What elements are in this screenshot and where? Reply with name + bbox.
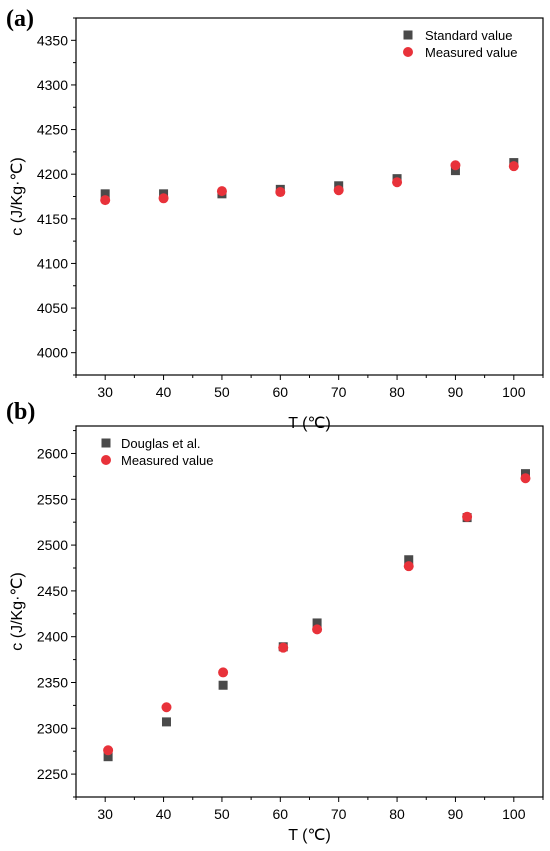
- y-tick-label: 4200: [37, 166, 68, 182]
- series-2: [103, 473, 531, 756]
- data-point-circle: [403, 561, 414, 572]
- x-tick-label: 80: [389, 806, 405, 822]
- x-tick-label: 90: [448, 384, 464, 400]
- chart-panel-a: (a)30 40 50 60 70 80 90 10040004050410041504200…: [6, 6, 544, 432]
- y-tick-label: 4300: [37, 77, 68, 93]
- data-point-circle: [216, 186, 227, 197]
- panel-label: (a): [6, 6, 34, 32]
- data-point-circle: [278, 642, 289, 653]
- plot-frame: [75, 17, 544, 376]
- data-point-circle: [100, 195, 111, 206]
- legend-label: Measured value: [425, 45, 518, 60]
- plot-frame: [75, 425, 544, 798]
- data-point-circle: [161, 702, 172, 713]
- legend-marker-circle: [403, 47, 413, 57]
- data-point-square: [161, 717, 171, 727]
- y-axis-label: c (J/Kg·℃): [9, 572, 26, 650]
- x-tick-label: 30: [97, 806, 113, 822]
- data-point-circle: [218, 667, 229, 678]
- x-tick-label: 100: [502, 806, 526, 822]
- y-tick-label: 2550: [37, 491, 68, 507]
- y-tick-label: 4000: [37, 345, 68, 361]
- y-tick-label: 2500: [37, 537, 68, 553]
- x-axis-label: T (℃): [288, 827, 331, 844]
- y-tick-label: 4250: [37, 122, 68, 138]
- x-tick-label: 40: [156, 806, 172, 822]
- x-tick-label: 100: [502, 384, 526, 400]
- x-tick-label: 50: [214, 806, 230, 822]
- y-tick-label: 4050: [37, 300, 68, 316]
- data-point-circle: [520, 473, 531, 484]
- data-point-circle: [312, 624, 323, 635]
- data-point-circle: [158, 193, 169, 204]
- legend: Standard value Measured value: [403, 28, 518, 60]
- data-point-square: [404, 555, 414, 565]
- data-point-circle: [462, 511, 473, 522]
- y-tick-label: 2400: [37, 629, 68, 645]
- legend: Douglas et al. Measured value: [101, 436, 214, 468]
- data-point-circle: [103, 745, 114, 756]
- x-tick-label: 80: [389, 384, 405, 400]
- data-point-square: [450, 166, 460, 176]
- y-tick-label: 2600: [37, 445, 68, 461]
- data-point-square: [100, 189, 110, 199]
- data-point-circle: [508, 161, 519, 172]
- x-tick-label: 70: [331, 806, 347, 822]
- x-tick-label: 90: [448, 806, 464, 822]
- y-tick-label: 4350: [37, 32, 68, 48]
- y-tick-label: 2450: [37, 583, 68, 599]
- chart-panel-b: (b) 30 40 50 60 70 80 90 100 2250 2300 2350 2400 2450…: [6, 399, 544, 844]
- data-point-circle: [392, 177, 403, 188]
- legend-label: Standard value: [425, 28, 512, 43]
- x-tick-label: 70: [331, 384, 347, 400]
- y-tick-label: 2350: [37, 674, 68, 690]
- legend-marker-square: [101, 438, 111, 448]
- legend-marker-circle: [101, 455, 111, 465]
- x-axis-label: T (℃): [288, 415, 331, 432]
- x-tick-label: 60: [273, 806, 289, 822]
- data-point-square: [312, 618, 322, 628]
- series-2: [100, 160, 519, 206]
- data-point-square: [103, 752, 113, 762]
- x-tick-label: 40: [156, 384, 172, 400]
- y-tick-label: 2250: [37, 766, 68, 782]
- legend-label: Douglas et al.: [121, 436, 201, 451]
- x-tick-label: 60: [273, 384, 289, 400]
- legend-label: Measured value: [121, 453, 214, 468]
- x-tick-label: 30: [97, 384, 113, 400]
- panel-label: (b): [6, 399, 35, 425]
- data-point-circle: [450, 160, 461, 171]
- x-tick-label: 50: [214, 384, 230, 400]
- y-axis-label: c (J/Kg·℃): [9, 157, 26, 235]
- y-tick-label: 4100: [37, 255, 68, 271]
- data-point-circle: [333, 185, 344, 196]
- legend-marker-square: [403, 30, 413, 40]
- data-point-circle: [275, 187, 286, 198]
- data-point-square: [218, 680, 228, 690]
- y-tick-label: 2300: [37, 720, 68, 736]
- y-tick-label: 4150: [37, 211, 68, 227]
